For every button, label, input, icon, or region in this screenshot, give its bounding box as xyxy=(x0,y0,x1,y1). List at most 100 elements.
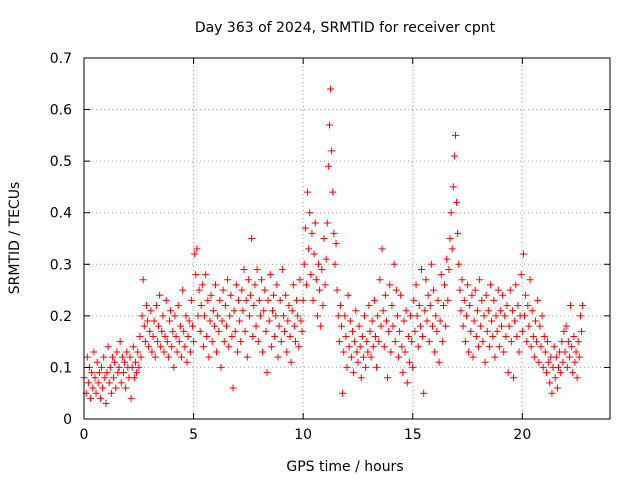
data-point xyxy=(111,358,119,366)
data-point xyxy=(282,291,290,299)
data-point xyxy=(418,265,426,273)
data-point xyxy=(173,348,181,356)
data-point xyxy=(289,281,297,289)
data-point xyxy=(479,338,487,346)
data-point xyxy=(264,296,272,304)
data-point xyxy=(152,302,160,310)
data-point xyxy=(208,338,216,346)
data-point xyxy=(387,348,395,356)
data-point xyxy=(475,343,482,351)
data-point xyxy=(104,343,112,351)
data-point xyxy=(251,281,259,289)
data-point xyxy=(433,327,441,335)
data-point xyxy=(557,369,565,377)
data-point xyxy=(126,353,134,361)
data-point xyxy=(306,209,314,217)
data-point xyxy=(554,363,562,371)
data-point xyxy=(366,327,374,335)
data-point xyxy=(134,348,142,356)
data-point xyxy=(407,312,415,320)
data-point xyxy=(498,322,506,330)
data-point xyxy=(391,338,399,346)
data-point xyxy=(137,353,145,361)
data-point xyxy=(226,312,234,320)
data-point xyxy=(483,327,491,335)
data-point xyxy=(468,291,476,299)
data-point xyxy=(215,327,223,335)
data-point xyxy=(110,374,118,382)
data-point xyxy=(490,296,498,304)
data-point xyxy=(225,343,233,351)
data-point xyxy=(428,322,436,330)
data-point xyxy=(204,296,212,304)
data-point xyxy=(290,322,298,330)
data-point xyxy=(318,265,326,273)
data-point xyxy=(534,296,542,304)
data-point xyxy=(340,348,348,356)
data-point xyxy=(216,296,224,304)
data-point xyxy=(365,302,373,310)
data-point xyxy=(149,332,157,340)
data-point xyxy=(307,271,315,279)
data-point xyxy=(488,317,496,325)
data-point xyxy=(118,353,126,361)
data-point xyxy=(191,250,199,258)
data-point xyxy=(319,302,327,310)
data-point xyxy=(147,307,155,315)
x-tick-label: 0 xyxy=(80,427,89,443)
tick-labels: 0 5 10 15 20 0 0.1 0.2 0.3 0.4 0.5 0.6 0.7 xyxy=(50,51,532,443)
data-point xyxy=(496,307,504,315)
data-point xyxy=(415,302,423,310)
data-point xyxy=(355,322,363,330)
data-point xyxy=(405,358,413,366)
data-point xyxy=(248,235,256,242)
data-point xyxy=(128,363,136,371)
x-tick-label: 15 xyxy=(404,427,422,443)
data-point xyxy=(321,281,329,289)
data-point xyxy=(236,317,244,325)
data-point xyxy=(500,348,508,356)
data-point xyxy=(432,312,440,320)
data-point xyxy=(363,338,371,346)
data-point xyxy=(519,250,527,258)
data-point xyxy=(364,348,372,356)
data-point xyxy=(328,147,336,155)
data-point xyxy=(375,338,383,346)
data-point xyxy=(261,286,269,294)
data-point xyxy=(258,276,266,284)
data-point xyxy=(297,317,305,325)
data-point xyxy=(220,338,228,346)
data-point xyxy=(339,389,347,397)
y-tick-label: 0.2 xyxy=(50,309,72,325)
data-point xyxy=(218,317,226,325)
data-point xyxy=(560,327,568,335)
data-point xyxy=(358,332,366,340)
y-tick-label: 0.5 xyxy=(50,154,72,170)
x-tick-label: 10 xyxy=(294,427,312,443)
data-point xyxy=(485,343,493,351)
data-point xyxy=(108,353,116,361)
x-tick-label: 5 xyxy=(189,427,198,443)
data-point xyxy=(123,348,131,356)
data-point xyxy=(276,296,284,304)
data-point xyxy=(135,363,143,371)
data-point xyxy=(402,307,410,315)
data-point xyxy=(183,358,191,366)
data-point xyxy=(348,327,356,335)
data-point xyxy=(271,332,279,340)
data-point xyxy=(528,307,536,315)
tick-marks xyxy=(83,57,610,420)
data-point xyxy=(356,343,364,351)
data-point xyxy=(94,379,102,387)
data-point xyxy=(133,369,141,377)
data-point xyxy=(542,369,550,377)
data-point xyxy=(186,348,194,356)
data-point xyxy=(316,286,324,294)
data-point xyxy=(389,322,397,330)
data-point xyxy=(308,229,316,237)
data-point xyxy=(484,307,492,315)
data-point xyxy=(347,353,355,361)
data-point xyxy=(539,363,547,371)
y-axis-label: SRMTID / TECUs xyxy=(7,182,23,295)
data-point xyxy=(139,276,147,284)
